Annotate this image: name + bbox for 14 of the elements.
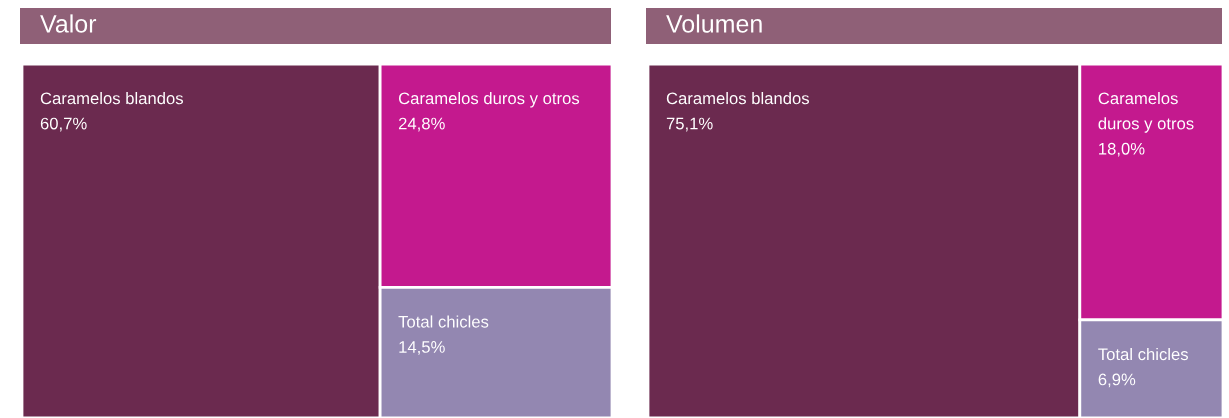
data-label: 75,1% (666, 117, 713, 132)
data-label: 18,0% (1099, 142, 1145, 157)
category-label: Caramelos duros y otros (1098, 92, 1194, 133)
data-label: 14,5% (399, 341, 445, 355)
category-label: Total chicles (1098, 347, 1188, 361)
text: Volumen (666, 14, 762, 33)
data-label: 60,7% (40, 117, 87, 132)
category-label: Caramelos duros y otros (398, 92, 580, 108)
category-label: Total chicles (398, 315, 489, 328)
category-label: Caramelos blandos (40, 92, 183, 105)
text: Valor (40, 14, 97, 33)
data-label: 24,8% (398, 117, 445, 132)
category-label: Caramelos blandos (666, 92, 809, 105)
data-label: 6,9% (1098, 373, 1136, 388)
